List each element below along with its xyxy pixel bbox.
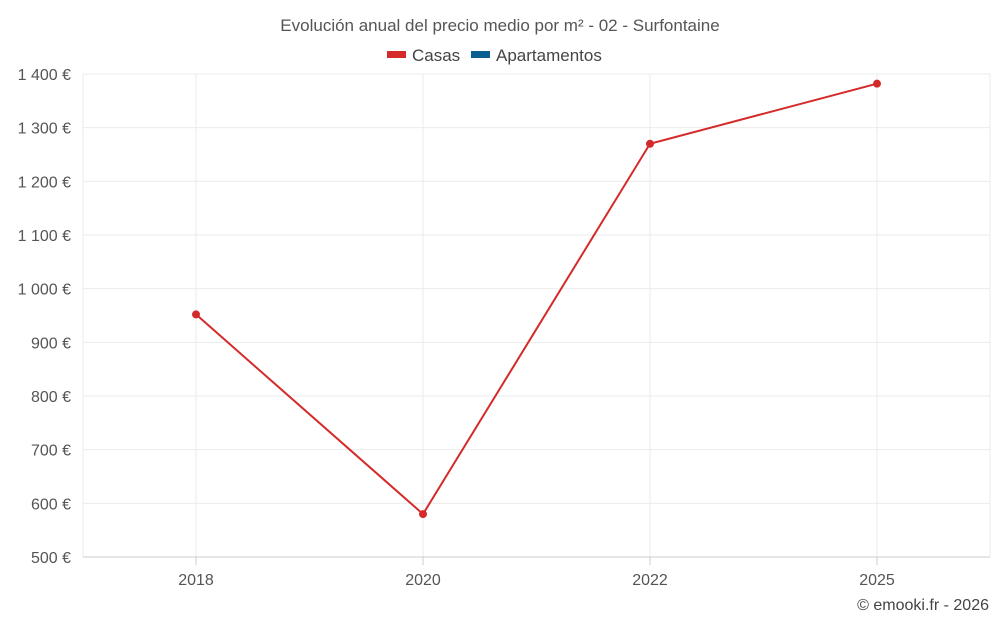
y-tick-label: 1 200 € xyxy=(18,174,71,191)
x-tick-label: 2025 xyxy=(859,572,895,589)
data-point-casas[interactable] xyxy=(646,139,654,148)
data-point-casas[interactable] xyxy=(419,510,427,519)
legend-label-casas[interactable]: Casas xyxy=(412,46,460,65)
credit-text: © emooki.fr - 2026 xyxy=(857,597,989,614)
y-tick-label: 700 € xyxy=(31,443,71,460)
x-tick-label: 2018 xyxy=(178,572,214,589)
y-tick-label: 600 € xyxy=(31,496,71,513)
series-line-casas xyxy=(195,82,878,516)
x-axis: 2018 2020 2022 2025 xyxy=(83,556,990,589)
data-point-casas[interactable] xyxy=(873,79,881,88)
data-point-casas[interactable] xyxy=(192,310,200,319)
y-tick-label: 1 400 € xyxy=(18,67,71,84)
y-tick-label: 800 € xyxy=(31,389,71,406)
y-tick-label: 1 100 € xyxy=(18,228,71,245)
y-tick-label: 1 000 € xyxy=(18,282,71,299)
chart-title: Evolución anual del precio medio por m² … xyxy=(280,16,719,35)
x-tick-label: 2020 xyxy=(405,572,441,589)
y-tick-label: 900 € xyxy=(31,335,71,352)
gridlines xyxy=(82,73,991,558)
legend-swatch-apartamentos[interactable] xyxy=(471,51,490,58)
series-casas xyxy=(192,79,881,519)
y-axis: 500 € 600 € 700 € 800 € 900 € 1 000 € 1 100 € 1… xyxy=(18,67,71,567)
legend: Casas Apartamentos xyxy=(387,46,602,65)
y-tick-label: 500 € xyxy=(31,550,71,567)
y-tick-label: 1 300 € xyxy=(18,121,71,138)
legend-swatch-casas[interactable] xyxy=(387,51,406,58)
x-tick-label: 2022 xyxy=(632,572,668,589)
legend-label-apartamentos[interactable]: Apartamentos xyxy=(496,46,602,65)
